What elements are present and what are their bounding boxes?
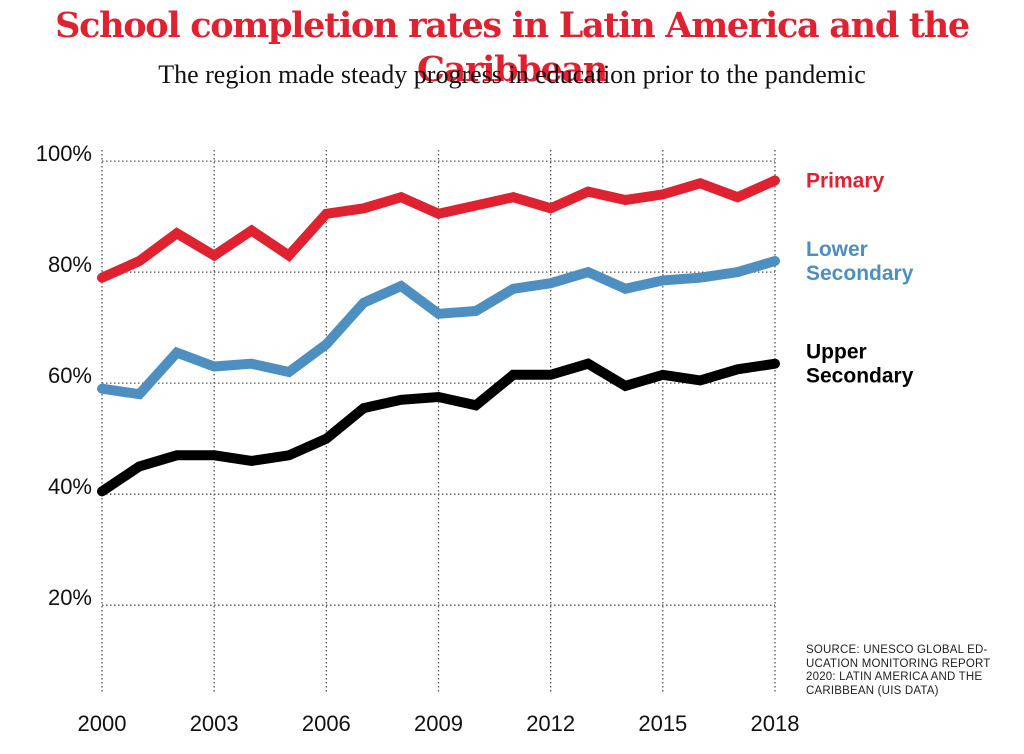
series-label-primary: Primary: [806, 170, 885, 193]
series-label-line: Lower: [806, 238, 868, 261]
x-tick-label: 2015: [638, 711, 687, 736]
axis-ticks: 20% 40% 60% 80% 100% 2000 2003 2006 2009 2012 2015…: [36, 141, 800, 736]
y-tick-label: 80%: [48, 252, 92, 277]
series-label-lower-secondary: Lower Secondary: [806, 238, 914, 285]
x-tick-label: 2009: [414, 711, 463, 736]
series-line-lower-secondary: [97, 256, 780, 400]
series-label-line: Primary: [806, 170, 885, 193]
x-tick-label: 2012: [526, 711, 575, 736]
source-note: SOURCE: UNESCO GLOBAL ED- UCATION MONITO…: [806, 644, 1006, 698]
x-tick-label: 2018: [751, 711, 800, 736]
series-label-upper-secondary: Upper Secondary: [806, 341, 914, 388]
y-tick-label: 20%: [48, 585, 92, 610]
series-line-primary: [97, 175, 780, 283]
y-tick-label: 60%: [48, 363, 92, 388]
series-line-upper-secondary: [97, 358, 780, 497]
source-line: CARIBBEAN (UIS DATA): [806, 684, 939, 697]
source-line: 2020: LATIN AMERICA AND THE: [806, 671, 983, 683]
y-tick-label: 100%: [36, 141, 92, 166]
series-label-line: Secondary: [806, 365, 914, 388]
y-tick-label: 40%: [48, 474, 92, 499]
chart-grid: [101, 150, 776, 694]
x-tick-label: 2000: [78, 711, 127, 736]
source-line: UCATION MONITORING REPORT: [806, 657, 991, 670]
x-tick-label: 2003: [190, 711, 239, 736]
source-line: SOURCE: UNESCO GLOBAL ED-: [806, 644, 988, 656]
series-label-line: Secondary: [806, 262, 914, 285]
series-lines: [97, 175, 780, 497]
x-tick-label: 2006: [302, 711, 351, 736]
chart-title: School completion rates in Latin America…: [55, 5, 970, 90]
chart-subtitle: The region made steady progress in educa…: [158, 60, 866, 89]
series-label-line: Upper: [806, 341, 867, 364]
